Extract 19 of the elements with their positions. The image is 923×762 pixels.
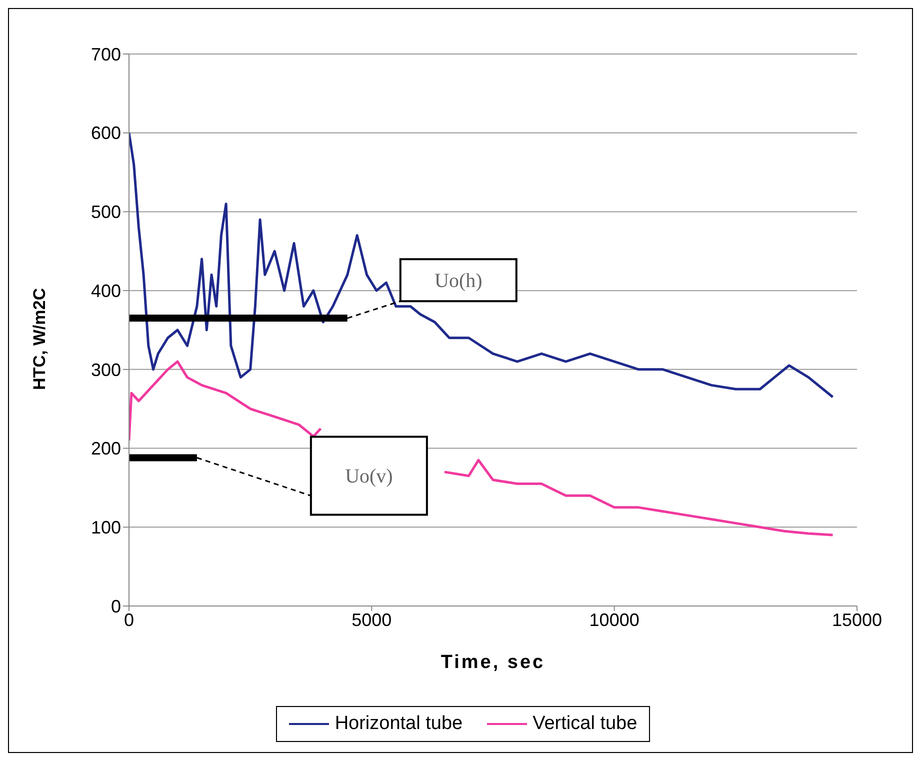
x-tick-label: 5000 [352, 610, 392, 630]
x-tick-label: 0 [124, 610, 134, 630]
y-tick-label: 500 [90, 202, 121, 222]
y-tick-label: 200 [90, 438, 121, 459]
annotation: Uo(h) [434, 270, 482, 292]
y-axis-title: HTC, W/m2C [30, 288, 50, 390]
y-tick-label: 400 [90, 280, 121, 301]
y-tick-label: 0 [110, 596, 121, 616]
x-tick-label: 10000 [589, 610, 640, 630]
x-tick-label: 15000 [832, 610, 882, 630]
y-tick-label: 600 [90, 123, 121, 144]
legend-label: Vertical tube [532, 713, 638, 735]
y-tick-label: 300 [90, 360, 121, 380]
line-series [129, 132, 834, 398]
x-axis-title: Time, sec [440, 652, 546, 673]
y-tick-label: 100 [90, 518, 121, 538]
annotation: Uo(v) [345, 466, 393, 488]
legend-label: Horizontal tube [334, 713, 463, 735]
y-tick-label: 700 [90, 44, 121, 64]
